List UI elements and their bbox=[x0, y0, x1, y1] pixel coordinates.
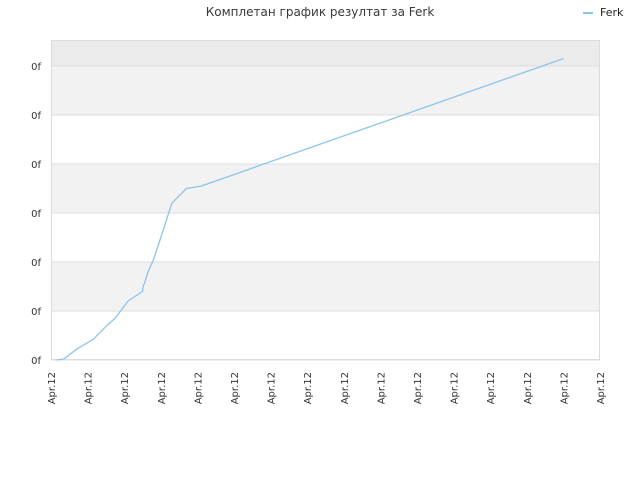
plot-band-top bbox=[51, 40, 600, 66]
legend-label: Ferk bbox=[600, 6, 624, 19]
x-tick-label: Apr.12 bbox=[84, 372, 95, 404]
plot-band bbox=[51, 66, 600, 115]
series-line bbox=[56, 57, 564, 361]
x-tick-label: Apr.12 bbox=[486, 372, 497, 404]
y-tick-label: 0f bbox=[31, 209, 41, 220]
x-tick-label: Apr.12 bbox=[340, 372, 351, 404]
legend-swatch bbox=[583, 11, 593, 14]
plot-band bbox=[51, 213, 600, 262]
x-tick-label: Apr.12 bbox=[559, 372, 570, 404]
y-tick-label: 0f bbox=[31, 160, 41, 171]
x-tick-label: Apr.12 bbox=[303, 372, 314, 404]
x-tick-label: Apr.12 bbox=[413, 372, 424, 404]
plot-band bbox=[51, 311, 600, 360]
y-tick-label: 0f bbox=[31, 62, 41, 73]
y-tick-label: 0f bbox=[31, 356, 41, 367]
x-tick-label: Apr.12 bbox=[157, 372, 168, 404]
chart-title: Комплетан график резултат за Ferk bbox=[205, 5, 435, 19]
x-tick-label: Apr.12 bbox=[376, 372, 387, 404]
y-tick-label: 0f bbox=[31, 111, 41, 122]
plot-band bbox=[51, 115, 600, 164]
plot-band bbox=[51, 164, 600, 213]
x-tick-label: Apr.12 bbox=[230, 372, 241, 404]
legend: Ferk bbox=[583, 6, 623, 19]
plot-band bbox=[51, 262, 600, 311]
x-tick-label: Apr.12 bbox=[523, 372, 534, 404]
x-tick-label: Apr.12 bbox=[596, 372, 607, 404]
x-tick-label: Apr.12 bbox=[47, 372, 58, 404]
plot-frame bbox=[51, 40, 600, 360]
x-tick-label: Apr.12 bbox=[193, 372, 204, 404]
y-tick-label: 0f bbox=[31, 307, 41, 318]
x-tick-label: Apr.12 bbox=[450, 372, 461, 404]
x-tick-label: Apr.12 bbox=[120, 372, 131, 404]
y-tick-label: 0f bbox=[31, 258, 41, 269]
x-tick-label: Apr.12 bbox=[267, 372, 278, 404]
